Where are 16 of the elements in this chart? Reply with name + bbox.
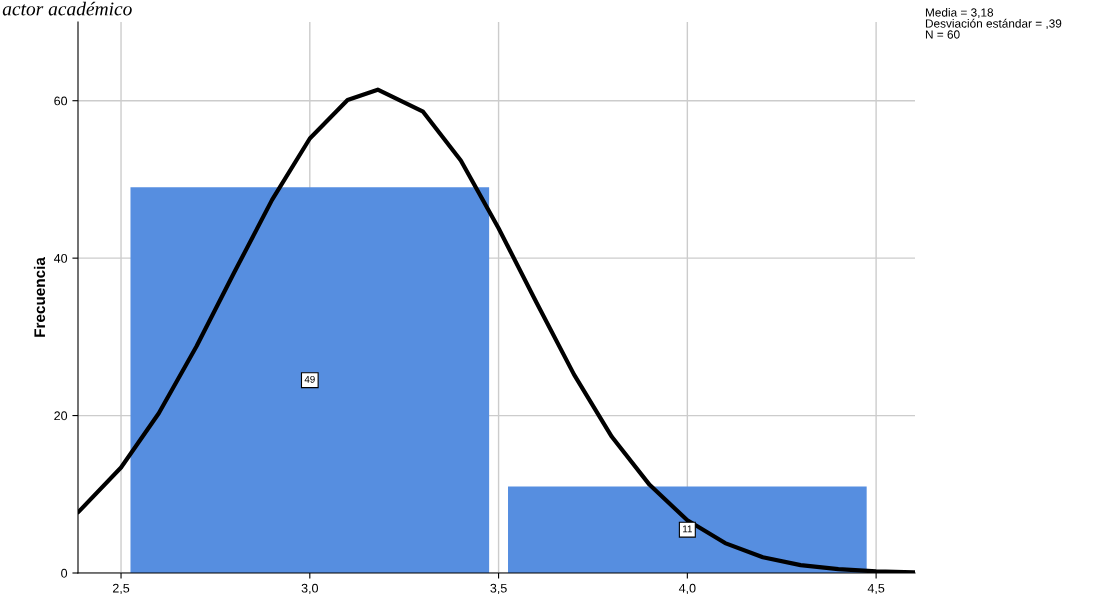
data-label: 11 [683,525,692,533]
text: Media = 3,18 [925,8,994,19]
y-tick-label: 20 [54,411,68,421]
y-axis-title: Frecuencia [33,257,46,337]
x-tick-label: 4,0 [678,583,696,595]
text: N = 60 [925,30,960,39]
x-tick-label: 3,5 [490,583,507,595]
chart-title: actor académico [2,1,132,16]
y-tick-label: 0 [61,568,68,578]
x-tick-label: 2,5 [112,583,130,595]
text: Desviación estándar = ,39 [925,18,1062,30]
x-tick-label: 3,0 [301,583,319,595]
x-tick-label: 4,5 [867,583,885,595]
y-tick-label: 60 [54,96,68,106]
data-label: 49 [304,375,315,383]
y-tick-label: 40 [53,253,68,263]
